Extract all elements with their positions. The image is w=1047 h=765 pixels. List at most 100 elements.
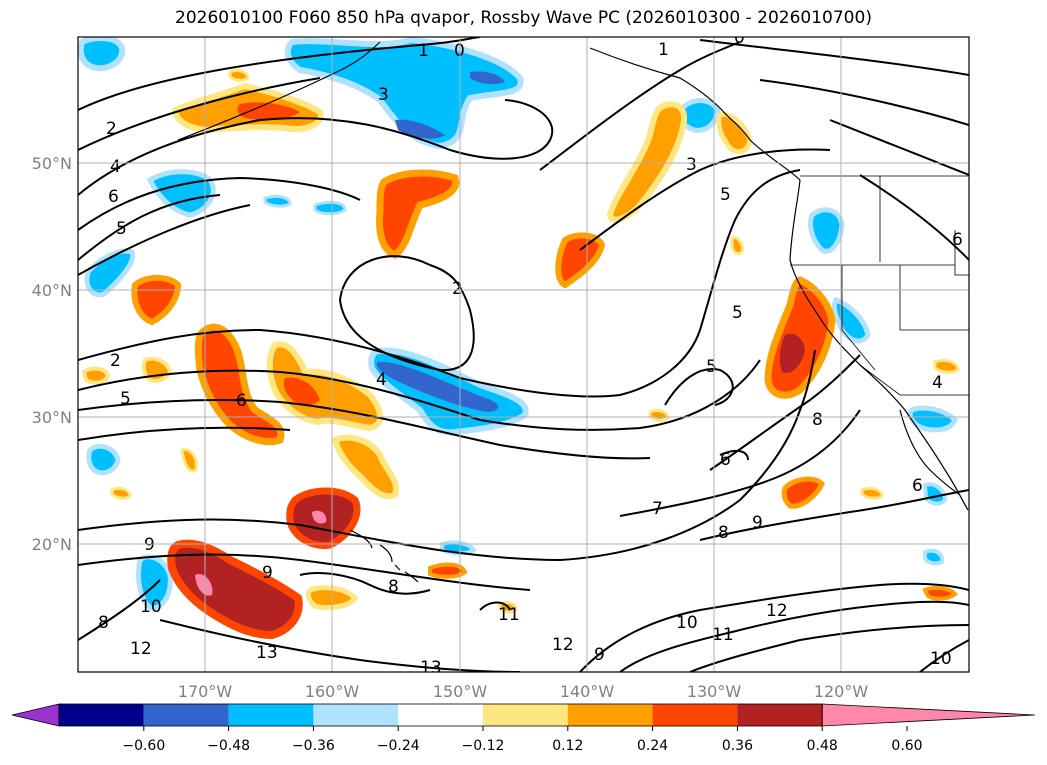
lat-label: 50°N xyxy=(32,154,72,173)
shade-blue-region xyxy=(923,548,945,566)
contour-label: 6 xyxy=(720,450,731,470)
shade-warm-region xyxy=(195,323,285,446)
colorbar-tick-label: −0.60 xyxy=(122,738,165,754)
contour-line xyxy=(78,77,321,151)
contour-line xyxy=(619,409,861,517)
contour-label: 10 xyxy=(930,649,952,669)
colorbar-extend-high xyxy=(821,703,1036,727)
contour-label: 5 xyxy=(732,303,743,323)
shade-deepblue-region xyxy=(470,71,505,85)
contour-label: 8 xyxy=(718,523,729,543)
contour-label: 5 xyxy=(706,357,717,377)
shade-pink-region xyxy=(312,510,327,524)
shade-blue-region xyxy=(135,554,173,611)
contour-label: 6 xyxy=(952,230,963,250)
border xyxy=(899,265,969,331)
gridlines xyxy=(78,37,969,672)
shade-blue-region xyxy=(807,207,845,254)
lat-label: 40°N xyxy=(32,281,72,300)
contour-line xyxy=(539,41,741,171)
shade-warm-region xyxy=(781,476,825,509)
longitude-labels: 170°W 160°W 150°W 140°W 130°W 120°W xyxy=(178,682,869,701)
colorbar: −0.60 −0.48 −0.36 −0.24 −0.12 0.12 0.24 … xyxy=(11,703,1036,754)
latitude-labels: 50°N 40°N 30°N 20°N xyxy=(32,154,72,554)
contour-label: 0 xyxy=(734,28,745,48)
contour-label: 12 xyxy=(130,639,152,659)
border xyxy=(841,265,876,371)
shade-warm-region xyxy=(933,358,960,374)
contour-line xyxy=(338,255,475,372)
shade-warm-region xyxy=(331,434,399,500)
colorbar-bin xyxy=(143,704,229,726)
contour-label: 8 xyxy=(812,410,823,430)
contour-label: 4 xyxy=(376,370,387,390)
colorbar-tick-label: 0.36 xyxy=(722,738,753,754)
colorbar-extend-low xyxy=(11,703,60,727)
contour-label: 5 xyxy=(720,185,731,205)
contour-label: 7 xyxy=(652,499,663,519)
shade-warm-region xyxy=(228,68,250,82)
shade-red-region xyxy=(283,377,320,406)
contour-line xyxy=(78,579,161,641)
contour-label: 6 xyxy=(108,187,119,207)
contour-label: 11 xyxy=(712,625,734,645)
coastline xyxy=(177,41,381,141)
contour-line xyxy=(78,359,761,431)
contour-label: 9 xyxy=(594,645,605,665)
colorbar-bin xyxy=(59,704,144,726)
shade-blue-region xyxy=(313,200,347,216)
colorbar-frame xyxy=(58,703,823,727)
coastline xyxy=(899,409,961,496)
contour-line xyxy=(699,489,969,541)
shade-warm-region xyxy=(860,486,884,500)
shade-blue-region xyxy=(78,37,126,72)
contour-line xyxy=(78,553,531,591)
contour-line xyxy=(78,399,651,460)
contour-line xyxy=(829,119,969,176)
shade-blue-region xyxy=(922,482,948,506)
colorbar-bin xyxy=(228,704,314,726)
colorbar-tick-label: 0.48 xyxy=(807,738,838,754)
contour-label: 4 xyxy=(932,373,943,393)
colorbar-bin xyxy=(737,704,823,726)
contour-label: 13 xyxy=(256,643,278,663)
contour-layer xyxy=(78,37,969,672)
colorbar-tick-label: −0.48 xyxy=(207,738,250,754)
lon-label: 150°W xyxy=(433,682,488,701)
contour-label: 11 xyxy=(498,605,520,625)
contour-label: 5 xyxy=(120,389,131,409)
contour-line xyxy=(859,174,969,261)
contour-label: 10 xyxy=(676,613,698,633)
contour-label: 8 xyxy=(98,613,109,633)
contour-label: 2 xyxy=(110,351,121,371)
contour-label: 2 xyxy=(106,119,117,139)
shade-warm-region xyxy=(376,169,460,259)
contour-label: 6 xyxy=(236,391,247,411)
shade-deepblue-region xyxy=(376,361,499,412)
shade-warm-region xyxy=(922,585,958,601)
contour-line xyxy=(78,426,291,441)
colorbar-bin xyxy=(483,704,568,726)
shade-darkred-region xyxy=(779,333,805,374)
shade-warm-region xyxy=(167,539,303,640)
contour-label-layer: 1 0 3 2 4 6 5 2 1 0 3 5 4 6 2 5 6 4 5 8 … xyxy=(98,28,963,672)
contour-line xyxy=(579,148,831,251)
shading-layer xyxy=(78,37,960,640)
contour-label: 1 xyxy=(658,40,669,60)
shade-red-region xyxy=(237,102,300,120)
contour-line xyxy=(619,600,969,672)
lon-label: 120°W xyxy=(814,682,869,701)
shade-warm-region xyxy=(428,562,468,579)
contour-line xyxy=(579,582,969,672)
contour-label: 8 xyxy=(388,577,399,597)
plot-title: 2026010100 F060 850 hPa qvapor, Rossby W… xyxy=(175,8,872,28)
colorbar-tick-label: 0.24 xyxy=(637,738,668,754)
colorbar-tick-labels: −0.60 −0.48 −0.36 −0.24 −0.12 0.12 0.24 … xyxy=(122,738,922,754)
contour-label: 3 xyxy=(378,85,389,105)
colorbar-tick-label: −0.36 xyxy=(292,738,335,754)
contour-label: 10 xyxy=(140,597,162,617)
colorbar-bin xyxy=(313,704,399,726)
contour-line xyxy=(78,349,816,562)
border xyxy=(859,364,969,396)
